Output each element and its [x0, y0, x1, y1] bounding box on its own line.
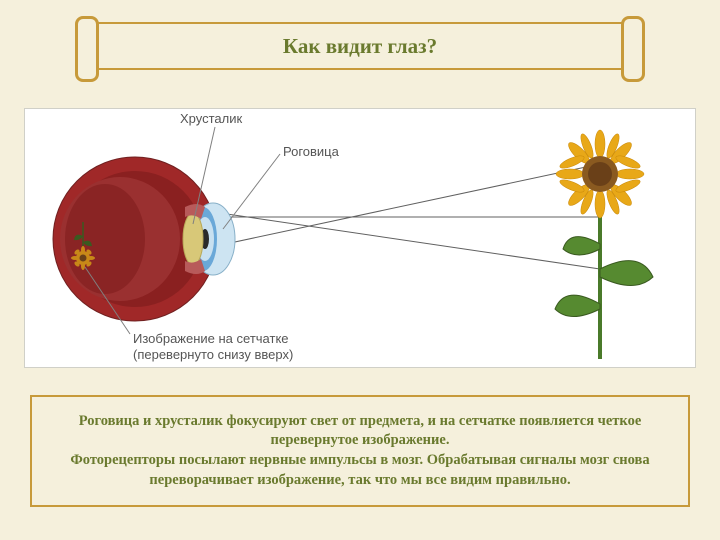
label-lens: Хрусталик — [180, 111, 242, 126]
label-retina-line2: (перевернуто снизу вверх) — [133, 347, 293, 363]
label-retina-line1: Изображение на сетчатке — [133, 331, 293, 347]
label-retina-image: Изображение на сетчатке (перевернуто сни… — [133, 331, 293, 362]
label-cornea: Роговица — [283, 144, 339, 159]
diagram-panel: Хрусталик Роговица Изображение на сетчат… — [24, 108, 696, 368]
title-text: Как видит глаз? — [283, 34, 437, 59]
explanation-text: Роговица и хрусталик фокусируют свет от … — [50, 412, 670, 490]
explanation-box: Роговица и хрусталик фокусируют свет от … — [30, 395, 690, 507]
eye-diagram-svg — [25, 109, 697, 369]
sunflower — [555, 130, 653, 359]
eye-cross-section — [53, 157, 235, 321]
title-box: Как видит глаз? — [85, 22, 635, 70]
